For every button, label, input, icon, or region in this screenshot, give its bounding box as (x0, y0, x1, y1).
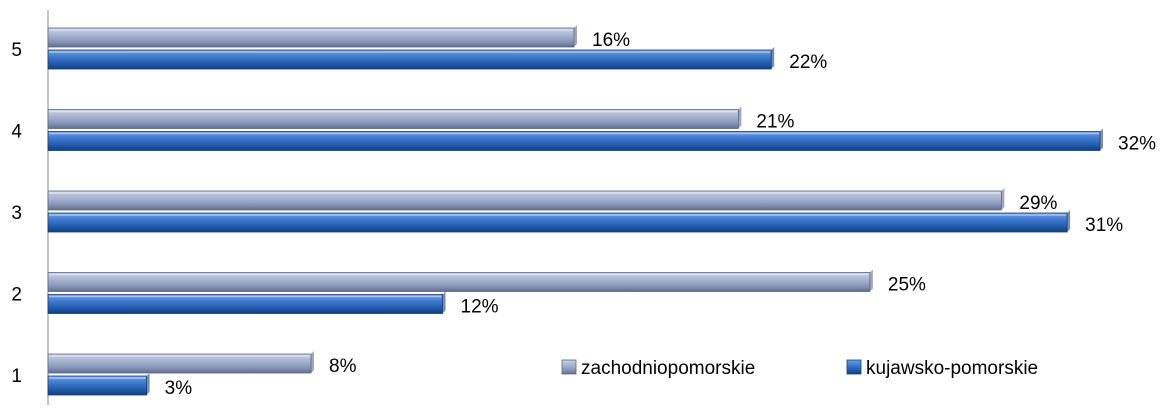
y-tick-label-3: 3 (11, 203, 22, 224)
data-label-kujawsko-pomorskie-4: 32% (1118, 134, 1156, 155)
bar-kujawsko-pomorskie-1 (47, 373, 150, 396)
legend-swatch-kujawsko-pomorskie (846, 359, 862, 375)
data-label-kujawsko-pomorskie-2: 12% (461, 297, 499, 318)
legend-item-zachodniopomorskie: zachodniopomorskie (561, 358, 755, 379)
y-tick-label-5: 5 (11, 40, 22, 61)
legend-item-kujawsko-pomorskie: kujawsko-pomorskie (846, 358, 1038, 379)
legend-swatch-zachodniopomorskie (561, 359, 577, 375)
data-label-zachodniopomorskie-5: 16% (592, 30, 630, 51)
data-label-kujawsko-pomorskie-1: 3% (165, 378, 193, 399)
bar-zachodniopomorskie-2 (47, 269, 873, 292)
data-label-kujawsko-pomorskie-5: 22% (789, 52, 827, 73)
data-label-zachodniopomorskie-4: 21% (756, 112, 794, 133)
bar-kujawsko-pomorskie-4 (47, 128, 1103, 151)
y-tick-label-4: 4 (11, 122, 22, 143)
legend-label-kujawsko-pomorskie: kujawsko-pomorskie (866, 358, 1038, 379)
bar-kujawsko-pomorskie-5 (47, 47, 775, 70)
bar-kujawsko-pomorskie-2 (47, 291, 446, 314)
legend: zachodniopomorskie kujawsko-pomorskie (561, 358, 1038, 379)
bar-kujawsko-pomorskie-3 (47, 210, 1071, 233)
bar-zachodniopomorskie-3 (47, 188, 1005, 211)
data-label-zachodniopomorskie-2: 25% (888, 275, 926, 296)
y-tick-label-2: 2 (11, 285, 22, 306)
data-label-kujawsko-pomorskie-3: 31% (1085, 215, 1123, 236)
data-label-zachodniopomorskie-3: 29% (1019, 193, 1057, 214)
bar-zachodniopomorskie-4 (47, 106, 742, 129)
bar-zachodniopomorskie-1 (47, 351, 314, 374)
data-label-zachodniopomorskie-1: 8% (329, 356, 357, 377)
y-tick-label-1: 1 (11, 366, 22, 387)
legend-label-zachodniopomorskie: zachodniopomorskie (581, 358, 755, 379)
bar-zachodniopomorskie-5 (47, 25, 577, 48)
